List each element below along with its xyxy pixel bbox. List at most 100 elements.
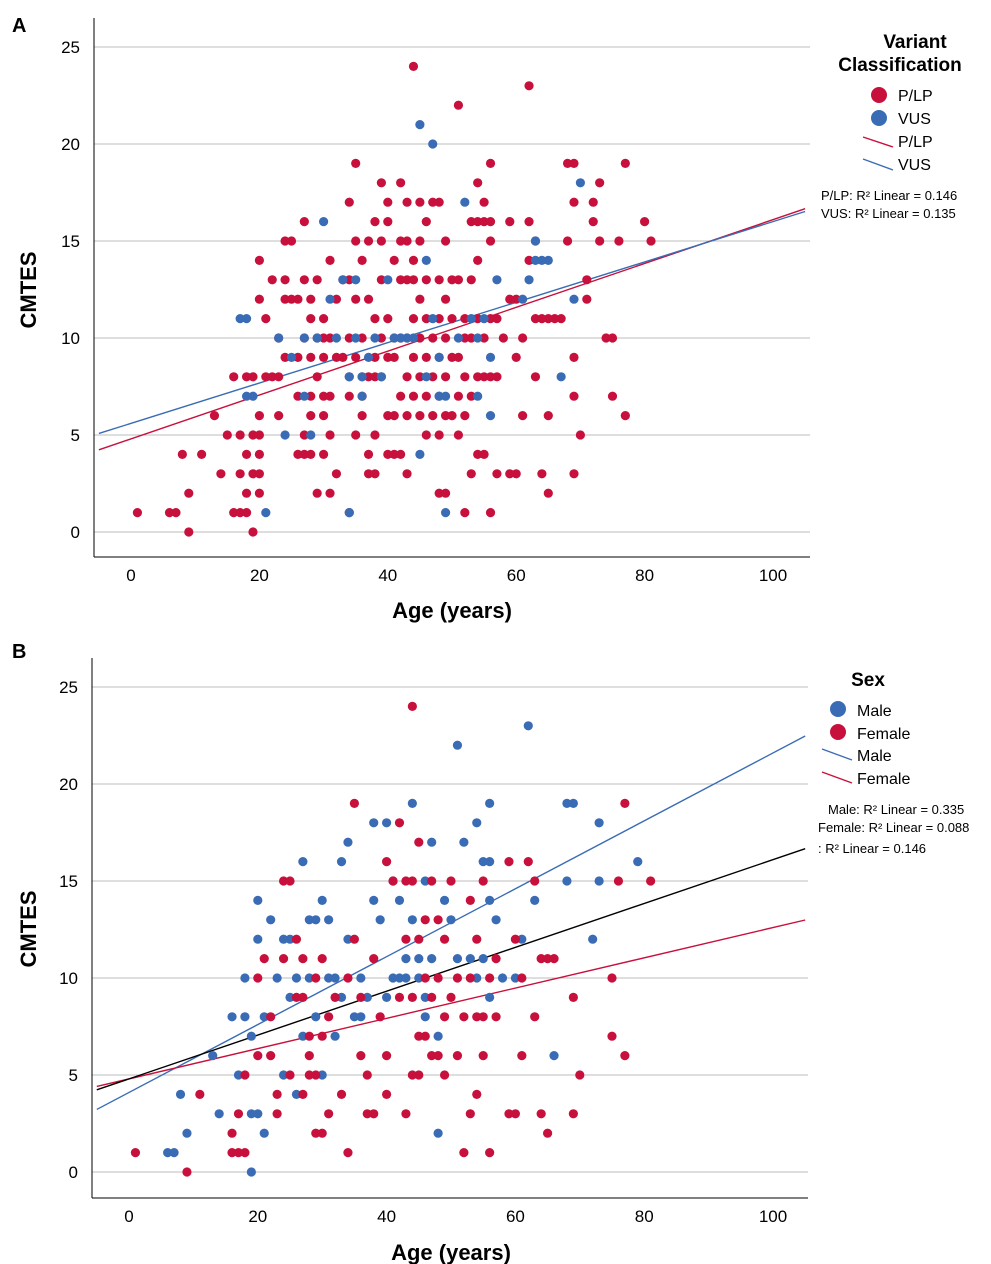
data-point: [261, 507, 271, 518]
data-point: [460, 507, 470, 518]
data-point: [459, 1148, 469, 1158]
data-point: [504, 857, 514, 867]
data-point: [396, 275, 406, 285]
data-point: [504, 1109, 514, 1119]
data-point: [330, 1031, 340, 1041]
legend-a-vus-marker: [871, 110, 887, 126]
series-female-points: [130, 701, 656, 1177]
data-point: [420, 915, 430, 925]
panel-a-y-axis-title: CMTES: [16, 252, 41, 329]
data-point: [568, 1109, 578, 1119]
data-point: [408, 391, 419, 401]
data-point: [272, 973, 282, 983]
data-point: [465, 954, 475, 964]
data-point: [523, 857, 533, 867]
panel-b-gridlines: [92, 686, 808, 1173]
data-point: [428, 372, 438, 382]
x-tick-label: 100: [759, 1207, 787, 1226]
data-point: [427, 876, 437, 886]
data-point: [607, 1031, 617, 1041]
data-point: [227, 1148, 237, 1158]
legend-a-title-line2: Classification: [838, 55, 962, 76]
data-point: [401, 876, 411, 886]
data-point: [537, 255, 547, 265]
data-point: [588, 217, 598, 227]
data-point: [505, 294, 515, 304]
data-point: [524, 217, 534, 227]
data-point: [319, 449, 329, 459]
data-point: [479, 333, 489, 343]
data-point: [472, 818, 482, 828]
data-point: [433, 973, 443, 983]
data-point: [344, 197, 354, 207]
data-point: [208, 1051, 218, 1061]
data-point: [306, 449, 316, 459]
panel-a-gridlines: [94, 46, 810, 533]
data-point: [306, 430, 316, 440]
data-point: [543, 1128, 553, 1138]
data-point: [402, 372, 412, 382]
data-point: [408, 61, 419, 71]
data-point: [543, 488, 553, 498]
data-point: [478, 954, 488, 964]
data-point: [549, 1051, 559, 1061]
data-point: [241, 391, 252, 401]
data-point: [421, 352, 431, 362]
data-point: [248, 527, 258, 537]
data-point: [407, 915, 417, 925]
panel-b-x-tick-labels: 0 20 40 60 80 100: [124, 1207, 787, 1226]
data-point: [562, 798, 572, 809]
data-point: [362, 1070, 372, 1080]
data-point: [607, 333, 618, 343]
panel-b: B 0 20 40 60 80 100 0 5 10 15 20 25 Age (years) CM…: [12, 641, 969, 1264]
panel-a-points: [132, 61, 656, 537]
data-point: [233, 1148, 244, 1158]
legend-a-plp-line-label: P/LP: [898, 134, 933, 151]
data-point: [280, 275, 290, 285]
data-point: [369, 818, 379, 828]
data-point: [588, 197, 598, 207]
data-point: [235, 507, 245, 518]
data-point: [421, 372, 431, 382]
data-point: [407, 876, 417, 886]
data-point: [421, 314, 431, 324]
data-point: [343, 837, 353, 847]
data-point: [492, 372, 502, 382]
data-point: [227, 1012, 237, 1022]
data-point: [543, 954, 553, 964]
data-point: [434, 430, 444, 440]
data-point: [396, 449, 406, 459]
data-point: [240, 1070, 250, 1080]
data-point: [478, 1012, 488, 1022]
r2-label-plp: P/LP: R² Linear = 0.146: [821, 188, 957, 203]
data-point: [396, 178, 406, 188]
data-point: [460, 333, 470, 343]
data-point: [311, 1070, 321, 1080]
data-point: [595, 178, 605, 188]
data-point: [518, 294, 528, 304]
data-point: [420, 1031, 430, 1041]
data-point: [291, 973, 302, 983]
data-point: [402, 197, 412, 207]
data-point: [274, 372, 284, 382]
data-point: [433, 915, 443, 925]
data-point: [447, 314, 457, 324]
data-point: [421, 217, 431, 227]
data-point: [492, 469, 502, 479]
data-point: [473, 255, 483, 265]
data-point: [351, 158, 361, 168]
data-point: [439, 1070, 450, 1080]
x-tick-label: 100: [759, 566, 787, 585]
data-point: [517, 934, 527, 944]
data-point: [485, 352, 496, 362]
data-point: [452, 740, 463, 750]
data-point: [401, 973, 411, 983]
data-point: [594, 876, 604, 886]
data-point: [357, 411, 367, 421]
data-point: [479, 217, 489, 227]
data-point: [440, 236, 451, 246]
data-point: [293, 352, 303, 362]
data-point: [575, 1070, 585, 1080]
data-point: [492, 314, 502, 324]
data-point: [427, 837, 437, 847]
